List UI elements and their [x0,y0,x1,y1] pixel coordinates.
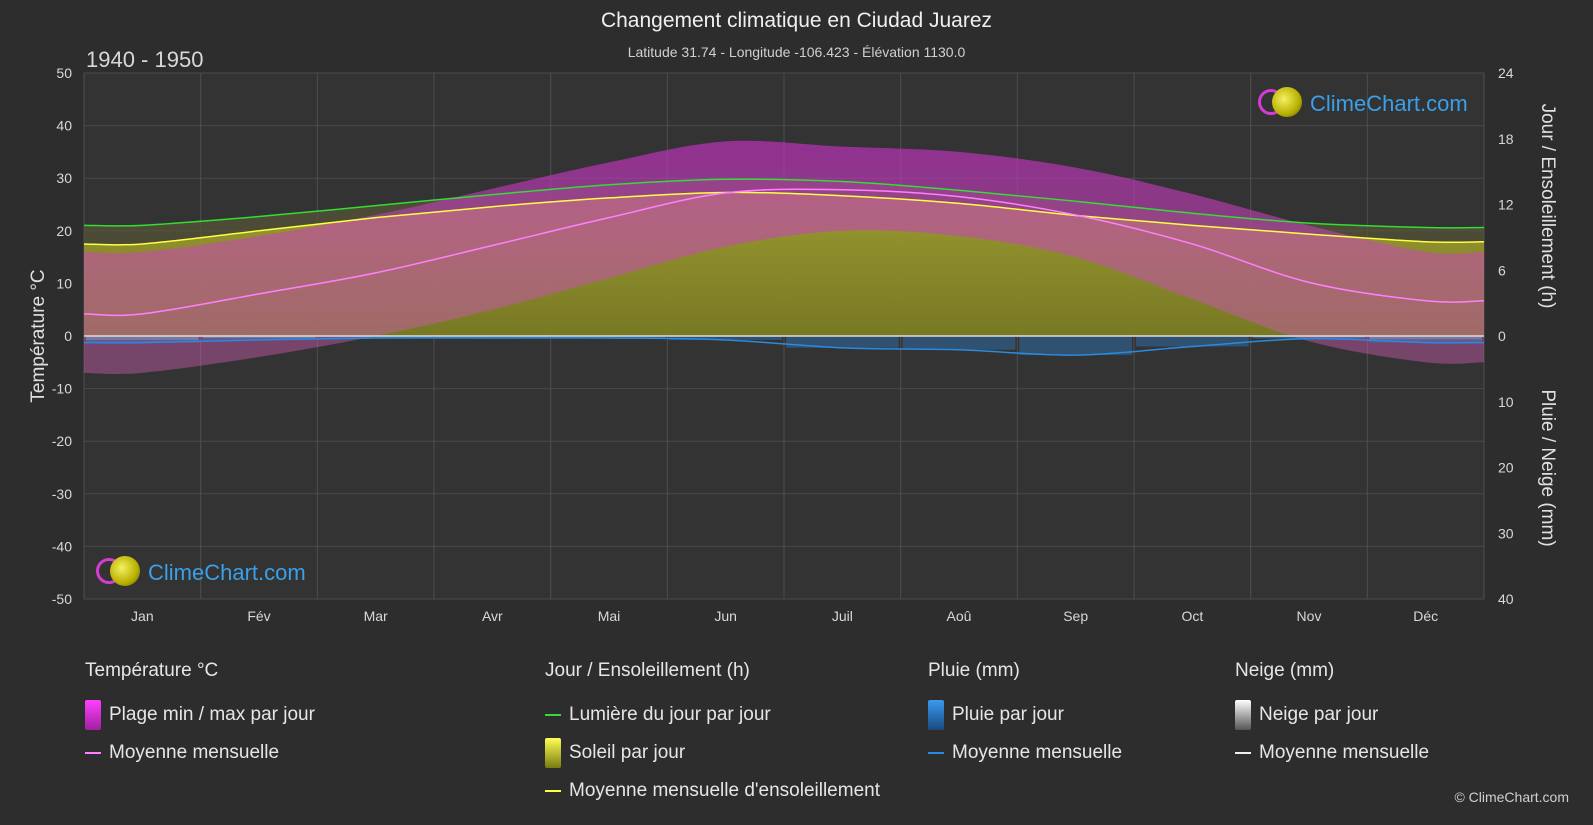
rain-bar [1136,336,1249,347]
legend-item: Moyenne mensuelle [1259,742,1430,763]
right-tick-label: 12 [1498,197,1514,213]
legend-item: Lumière du jour par jour [569,704,771,725]
legend-item: Pluie par jour [952,704,1064,725]
left-tick-label: -30 [52,486,72,502]
logo-icon [1258,87,1316,121]
right-axis-title-top: Jour / Ensoleillement (h) [1537,104,1558,309]
rain-bar [436,336,549,338]
legend-snow: Neige (mm) Neige par jour Moyenne mensue… [1235,660,1429,772]
rain-bar [552,336,666,338]
month-tick-label: Fév [247,608,270,624]
logo-bottom[interactable]: ClimeChart.com [96,556,306,590]
right-tick-label: 20 [1498,460,1514,476]
left-tick-label: -40 [52,538,72,554]
logo-top[interactable]: ClimeChart.com [1258,87,1468,121]
daylight-swatch [545,714,561,716]
legend-item: Moyenne mensuelle [952,742,1123,763]
temp-range-band [84,140,1484,374]
right-tick-label: 10 [1498,394,1514,410]
left-tick-label: 50 [56,65,72,81]
logo-text: ClimeChart.com [1310,91,1468,116]
snow-mean-swatch [1235,752,1251,754]
month-tick-label: Juil [832,608,853,624]
legend-item: Moyenne mensuelle [109,742,280,763]
legend-temperature: Température °C Plage min / max par jour … [85,660,315,772]
month-tick-label: Oct [1181,608,1203,624]
sunshine-mean-line [83,191,1485,246]
left-tick-label: -20 [52,433,72,449]
month-tick-label: Avr [482,608,503,624]
temp-mean-swatch [85,752,101,754]
month-tick-label: Mai [598,608,621,624]
temperature-layer [84,140,1484,374]
legend-header: Jour / Ensoleillement (h) [545,660,750,681]
rain-bar [202,336,316,340]
left-tick-label: 40 [56,118,72,134]
left-tick-label: 0 [64,328,72,344]
legend-item: Plage min / max par jour [109,704,315,725]
left-tick-label: 10 [56,275,72,291]
sun-mean-swatch [545,790,561,792]
legend-header: Pluie (mm) [928,660,1020,681]
legend-item: Neige par jour [1259,704,1379,725]
rain-swatch [928,700,944,730]
snow-bar [86,336,199,340]
right-axis-title-bottom: Pluie / Neige (mm) [1537,389,1558,546]
axes: 50 40 30 20 10 0 -10 -20 -30 -40 -50 24 18 12 6 0 10 20 30… [52,65,1514,624]
snow-swatch [1235,700,1251,730]
left-tick-label: 30 [56,170,72,186]
daylight-line [83,178,1485,229]
month-tick-label: Aoû [947,608,972,624]
legend-item: Soleil par jour [569,742,686,763]
rain-bar [1369,336,1482,343]
month-tick-label: Mar [364,608,388,624]
snow-bar [1369,336,1482,340]
rain-bar [902,336,1016,350]
month-tick-label: Sep [1063,608,1088,624]
rain-bar [786,336,899,348]
period-label: 1940 - 1950 [86,47,204,72]
series-lines [83,178,1485,356]
copyright: © ClimeChart.com [1454,789,1569,805]
month-tick-label: Nov [1297,608,1322,624]
month-tick-label: Déc [1413,608,1438,624]
rain-bar [319,336,432,338]
temp-mean-line [83,188,1485,317]
right-tick-label: 0 [1498,328,1506,344]
month-tick-label: Jun [714,608,737,624]
right-tick-label: 40 [1498,591,1514,607]
sunshine-swatch [545,738,561,768]
logo-icon [96,556,154,590]
rain-mean-swatch [928,752,944,754]
rain-bar [1019,336,1132,356]
chart-title: Changement climatique en Ciudad Juarez [600,9,993,32]
legend-sunshine: Jour / Ensoleillement (h) Lumière du jou… [545,660,880,810]
legend-header: Température °C [85,660,219,681]
right-tick-label: 24 [1498,65,1514,81]
legend-header: Neige (mm) [1235,660,1335,681]
month-tick-label: Jan [131,608,154,624]
climate-chart: 50 40 30 20 10 0 -10 -20 -30 -40 -50 24 18 12 6 0 10 20 30… [28,65,1558,624]
rain-bar [1252,336,1366,339]
temp-range-swatch [85,700,101,730]
right-tick-label: 18 [1498,131,1514,147]
rain-bar [669,336,782,340]
left-tick-label: -50 [52,591,72,607]
chart-subtitle: Latitude 31.74 - Longitude -106.423 - Él… [627,44,966,60]
left-axis-title: Température °C [28,269,49,402]
left-tick-label: -10 [52,381,72,397]
legend-rain: Pluie (mm) Pluie par jour Moyenne mensue… [928,660,1122,772]
snow-bar [202,336,316,338]
legend-item: Moyenne mensuelle d'ensoleillement [569,780,880,801]
right-tick-label: 6 [1498,262,1506,278]
left-tick-label: 20 [56,223,72,239]
rain-mean-line [83,337,1485,356]
rain-bar [86,336,199,343]
logo-text: ClimeChart.com [148,560,306,585]
right-tick-label: 30 [1498,525,1514,541]
